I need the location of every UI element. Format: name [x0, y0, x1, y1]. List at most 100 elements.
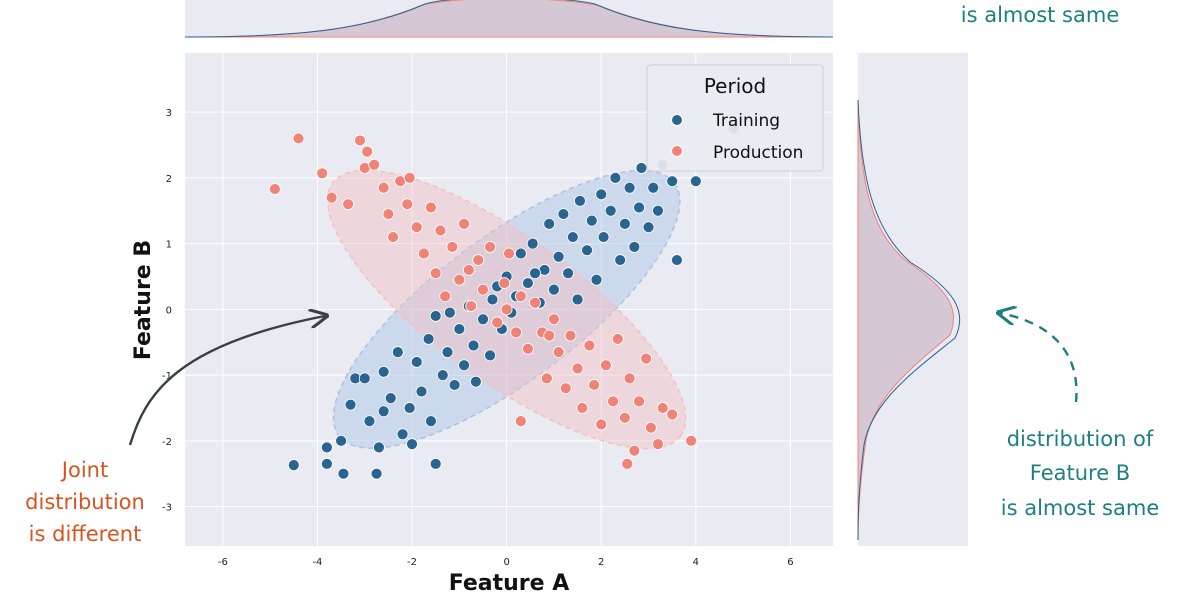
- production-point: [611, 333, 624, 345]
- training-point: [614, 254, 627, 266]
- annotation-top-right-text: is almost same: [961, 3, 1120, 27]
- training-point: [609, 171, 622, 184]
- training-point: [441, 346, 454, 358]
- annotation-right-line-1: distribution of: [1007, 427, 1154, 451]
- arrow-to-joint-distribution: [128, 316, 325, 446]
- training-point: [415, 385, 428, 398]
- training-point: [410, 356, 423, 368]
- annotation-right-line-2: Feature B: [1030, 461, 1130, 485]
- training-point: [443, 306, 456, 319]
- legend-label-production: Production: [713, 143, 803, 163]
- annotation-right: distribution of Feature B is almost same: [1000, 313, 1159, 520]
- training-point: [391, 346, 404, 358]
- production-point: [559, 382, 572, 395]
- production-point: [540, 372, 553, 385]
- production-point: [588, 379, 601, 391]
- production-point: [477, 283, 489, 296]
- training-point: [571, 293, 584, 306]
- legend-title: Period: [704, 74, 766, 98]
- y-tick-label: -2: [162, 437, 172, 448]
- training-point: [585, 214, 598, 227]
- training-point: [628, 241, 641, 253]
- annotation-left-line-2: distribution: [25, 490, 145, 514]
- production-point: [425, 201, 437, 214]
- production-point: [446, 241, 459, 253]
- production-point: [377, 181, 390, 194]
- training-point: [543, 218, 556, 230]
- production-point: [595, 418, 608, 431]
- training-point: [514, 247, 527, 260]
- training-point: [425, 415, 437, 428]
- x-tick-label: 4: [693, 557, 699, 568]
- right-marginal-density-production: [857, 99, 954, 541]
- production-point: [458, 218, 470, 230]
- production-point: [410, 221, 423, 234]
- legend-label-training: Training: [712, 111, 780, 131]
- y-tick-label: -1: [162, 371, 172, 382]
- production-point: [434, 224, 447, 237]
- training-point: [448, 379, 461, 391]
- production-point: [576, 402, 589, 414]
- x-tick-labels: -6 -4 -2 0 2 4 6: [218, 557, 794, 568]
- y-tick-labels: -3 -2 -1 0 1 2 3: [162, 108, 172, 513]
- production-point: [354, 134, 366, 147]
- right-marginal-panel: [857, 53, 968, 546]
- production-point: [522, 342, 534, 355]
- training-point: [552, 250, 565, 263]
- production-point: [600, 359, 612, 372]
- training-point: [469, 375, 482, 388]
- training-point: [623, 181, 636, 194]
- production-point: [465, 300, 478, 312]
- production-point: [628, 444, 641, 457]
- training-point: [384, 392, 397, 405]
- legend-box: [646, 64, 824, 172]
- production-point: [484, 241, 496, 253]
- production-point: [439, 290, 452, 303]
- training-point: [529, 267, 541, 280]
- production-point: [552, 346, 565, 358]
- training-point: [363, 415, 376, 428]
- production-point: [571, 362, 584, 375]
- annotation-left-line-1: Joint: [60, 458, 108, 482]
- training-point: [635, 162, 648, 174]
- production-point: [429, 267, 442, 280]
- legend: Period Training Production: [646, 64, 824, 172]
- x-tick-label: -4: [312, 557, 322, 568]
- production-point: [368, 158, 381, 171]
- production-point: [325, 191, 338, 204]
- production-point: [387, 231, 400, 243]
- production-point: [656, 402, 669, 414]
- production-point: [633, 395, 645, 408]
- production-point: [652, 438, 664, 451]
- production-point: [529, 296, 541, 309]
- y-axis-label: Feature B: [131, 240, 156, 360]
- training-point: [458, 359, 470, 372]
- training-point: [581, 244, 593, 257]
- training-point: [618, 218, 631, 230]
- training-point: [453, 323, 466, 335]
- training-point: [633, 201, 645, 214]
- training-point: [557, 208, 570, 220]
- training-point: [689, 175, 702, 188]
- top-marginal-panel: [184, 0, 834, 38]
- annotation-left: Joint distribution is different: [25, 316, 325, 546]
- production-point: [564, 329, 577, 342]
- training-point: [320, 457, 333, 470]
- training-point: [652, 204, 664, 217]
- training-point: [287, 459, 300, 472]
- training-point: [566, 231, 579, 243]
- training-point: [377, 365, 390, 378]
- training-point: [422, 333, 435, 345]
- x-axis-label: Feature A: [449, 571, 570, 596]
- training-point: [574, 194, 586, 207]
- arrow-to-feature-b-marginal: [1000, 313, 1078, 403]
- legend-marker-production: [671, 145, 683, 157]
- training-point: [335, 434, 347, 447]
- production-point: [621, 457, 634, 470]
- production-point: [453, 273, 466, 286]
- training-point: [486, 293, 499, 306]
- production-point: [583, 339, 596, 352]
- production-point: [342, 198, 355, 211]
- training-point: [647, 181, 660, 194]
